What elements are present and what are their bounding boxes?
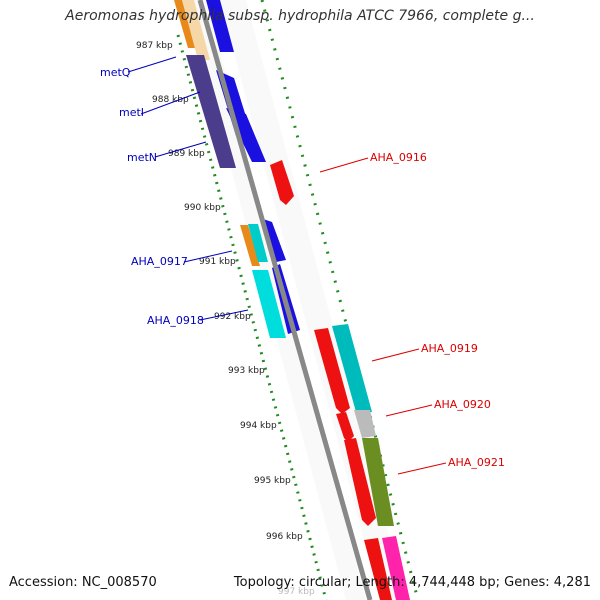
gene-label-AHA_0917[interactable]: AHA_0917 bbox=[131, 255, 188, 268]
topology-label: Topology: circular; Length: 4,744,448 bp… bbox=[233, 575, 591, 590]
gene-AHA_0919-block[interactable] bbox=[314, 324, 372, 414]
tick-labels: 987 kbp 988 kbp 989 kbp 990 kbp 991 kbp … bbox=[136, 41, 315, 597]
gene-AHA_0916-block[interactable] bbox=[270, 160, 294, 205]
tick-label: 992 kbp bbox=[214, 312, 251, 322]
gene-label-AHA_0918[interactable]: AHA_0918 bbox=[147, 314, 204, 327]
tick-label: 988 kbp bbox=[152, 95, 189, 105]
tick-label: 993 kbp bbox=[228, 366, 265, 376]
tick-label: 990 kbp bbox=[184, 203, 221, 213]
gene-label-metQ[interactable]: metQ bbox=[100, 66, 131, 79]
right-gene-labels: AHA_0916 AHA_0919 AHA_0920 AHA_0921 bbox=[319, 151, 505, 475]
gene-AHA_0921-block[interactable] bbox=[344, 438, 410, 600]
tick-label: 997 kbp bbox=[278, 587, 315, 597]
gene-label-AHA_0920[interactable]: AHA_0920 bbox=[434, 398, 491, 411]
feature-lanes bbox=[186, 0, 406, 600]
tick-label: 996 kbp bbox=[266, 532, 303, 542]
tick-label: 987 kbp bbox=[136, 41, 173, 51]
tick-label: 995 kbp bbox=[254, 476, 291, 486]
gene-metQ-block[interactable] bbox=[174, 0, 236, 168]
gene-label-AHA_0919[interactable]: AHA_0919 bbox=[421, 342, 478, 355]
map-title: Aeromonas hydrophila subsp. hydrophila A… bbox=[65, 8, 535, 24]
tick-label: 989 kbp bbox=[168, 149, 205, 159]
gene-label-AHA_0916[interactable]: AHA_0916 bbox=[370, 151, 427, 164]
tick-ring-inner bbox=[176, 34, 328, 600]
gene-label-metN[interactable]: metN bbox=[127, 151, 157, 164]
gene-AHA_0920-block[interactable] bbox=[336, 410, 376, 442]
genome-backbone bbox=[197, 0, 373, 600]
accession-label: Accession: NC_008570 bbox=[9, 575, 157, 590]
tick-label: 994 kbp bbox=[240, 421, 277, 431]
gene-label-AHA_0921[interactable]: AHA_0921 bbox=[448, 456, 505, 469]
gene-label-metI[interactable]: metI bbox=[119, 106, 144, 119]
tick-label: 991 kbp bbox=[199, 257, 236, 267]
left-gene-labels: metQ metI metN AHA_0917 AHA_0918 bbox=[100, 56, 249, 327]
